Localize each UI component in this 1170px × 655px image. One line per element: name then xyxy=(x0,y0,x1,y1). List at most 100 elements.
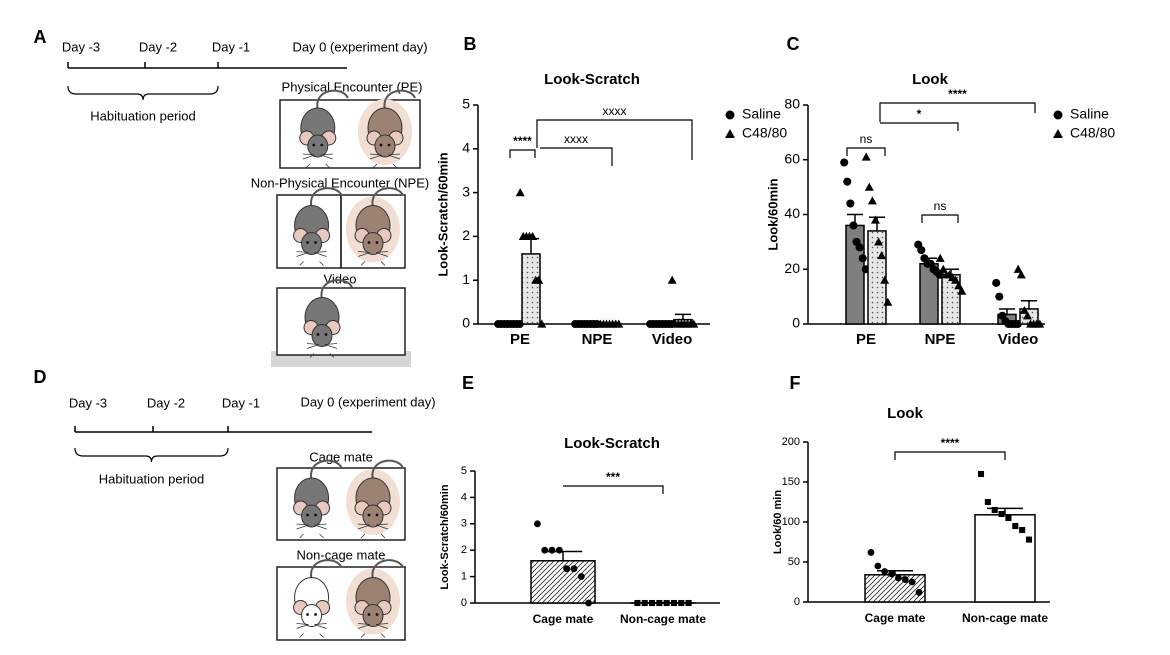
mouse-icon xyxy=(346,559,404,638)
point xyxy=(855,243,864,252)
point xyxy=(614,319,624,328)
point xyxy=(951,275,961,284)
condition-label: Non-cage mate xyxy=(297,547,386,562)
chart-title: Look xyxy=(912,71,948,88)
significance-label: * xyxy=(917,107,922,121)
mouse-tail xyxy=(310,187,343,208)
y-tick-label: 0 xyxy=(794,596,800,608)
mouse-icon xyxy=(358,89,416,169)
y-tick-label: 2 xyxy=(461,544,467,556)
condition-label: Non-Physical Encounter (NPE) xyxy=(251,175,429,190)
legend-label: C48/80 xyxy=(1070,125,1115,141)
significance-bracket xyxy=(879,102,1036,122)
significance-label: **** xyxy=(941,436,960,450)
condition-label: Video xyxy=(323,271,356,286)
point xyxy=(1022,311,1032,320)
point xyxy=(991,506,998,514)
point xyxy=(548,546,556,554)
mouse-whiskers xyxy=(357,623,389,638)
significance-label: xxxx xyxy=(564,132,588,146)
y-tick-label: 100 xyxy=(782,516,800,528)
x-tick-label: Cage mate xyxy=(865,611,926,625)
day-label: Day 0 (experiment day) xyxy=(292,39,427,54)
bar xyxy=(521,253,541,325)
point xyxy=(977,470,985,478)
significance-bracket xyxy=(563,485,664,494)
point xyxy=(992,278,1001,287)
mouse-head xyxy=(362,504,384,528)
day-label: Day -1 xyxy=(212,39,250,54)
condition-label: Physical Encounter (PE) xyxy=(282,79,423,94)
mouse-eye xyxy=(367,513,371,517)
significance-bracket xyxy=(880,122,959,131)
y-tick-label: 3 xyxy=(462,183,470,199)
point xyxy=(689,319,699,328)
point xyxy=(1005,514,1012,522)
y-tick-label: 150 xyxy=(782,476,800,488)
y-tick-label: 20 xyxy=(784,260,800,276)
point xyxy=(915,588,923,596)
mouse-whiskers xyxy=(306,343,338,358)
point xyxy=(908,578,916,586)
chart-title: Look xyxy=(887,405,923,422)
mouse-whiskers xyxy=(357,251,389,266)
point xyxy=(917,246,926,255)
point xyxy=(570,565,578,573)
condition-box xyxy=(276,287,406,356)
point xyxy=(1016,270,1026,279)
mouse-eye xyxy=(379,143,383,147)
x-tick-label: PE xyxy=(510,331,530,348)
day-label: Day -2 xyxy=(139,39,177,54)
point xyxy=(667,275,677,284)
mouse-eye xyxy=(306,513,309,517)
point xyxy=(881,568,889,576)
point xyxy=(995,292,1004,301)
point xyxy=(935,253,945,262)
y-tick-label: 4 xyxy=(461,491,467,503)
mouse-head xyxy=(301,604,323,627)
mouse-whiskers xyxy=(296,623,327,638)
point xyxy=(537,319,547,328)
day-label: Day -1 xyxy=(222,395,260,410)
y-tick-label: 80 xyxy=(784,96,800,112)
point xyxy=(685,599,692,607)
mouse-whiskers xyxy=(357,523,389,539)
significance-label: **** xyxy=(513,134,532,148)
point xyxy=(1019,305,1029,314)
significance-bracket xyxy=(536,119,693,160)
mouse-eye xyxy=(316,333,320,336)
mouse-eye xyxy=(375,513,379,517)
brace xyxy=(67,85,219,101)
point xyxy=(577,573,585,581)
point xyxy=(864,182,874,191)
error-bar xyxy=(942,268,960,275)
y-tick-label: 200 xyxy=(782,436,800,448)
y-axis-label: Look/60min xyxy=(765,178,780,250)
point xyxy=(1013,264,1023,273)
y-tick-label: 40 xyxy=(784,205,800,221)
point xyxy=(515,188,525,197)
mouse-eye xyxy=(324,333,328,336)
day-label: Day 0 (experiment day) xyxy=(300,394,435,409)
mouse-head xyxy=(362,232,384,255)
error-bar xyxy=(1020,299,1038,309)
point xyxy=(563,565,571,573)
point xyxy=(883,297,893,306)
mouse-tail xyxy=(383,89,416,111)
point xyxy=(880,275,890,284)
chart-title: Look-Scratch xyxy=(544,71,640,88)
point xyxy=(585,599,593,607)
x-tick-label: NPE xyxy=(925,331,956,348)
mouse-head xyxy=(362,604,384,627)
point xyxy=(895,574,902,582)
y-tick-label: 50 xyxy=(788,556,800,568)
y-axis-label: Look-Scratch/60min xyxy=(435,152,450,276)
y-tick-label: 0 xyxy=(462,315,470,331)
mouse-head xyxy=(374,134,396,158)
error-bar xyxy=(877,570,913,575)
error-bar xyxy=(998,308,1016,315)
point xyxy=(998,510,1005,518)
mouse-eye xyxy=(312,143,316,147)
x-tick-label: Video xyxy=(652,331,693,348)
mouse-tail xyxy=(310,559,343,580)
